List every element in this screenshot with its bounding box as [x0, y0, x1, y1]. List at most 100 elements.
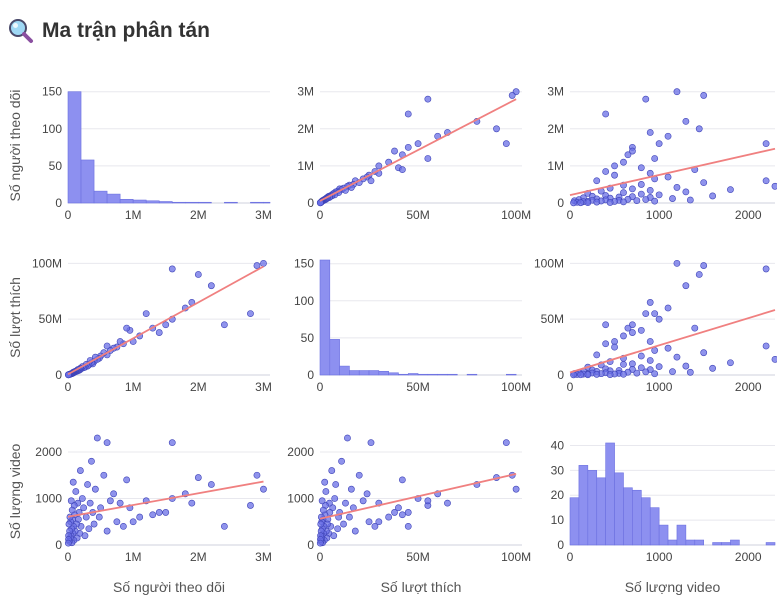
scatter-point — [322, 488, 330, 495]
scatter-point — [646, 357, 654, 364]
scatter-point — [651, 155, 659, 162]
y-tick-label: 0 — [55, 196, 62, 210]
scatter-point — [606, 371, 614, 378]
trend-line — [67, 480, 264, 518]
scatter-point — [637, 326, 645, 334]
histogram-bar — [506, 373, 517, 376]
cell-videos-vs-likes — [316, 434, 522, 547]
y-tick-label: 100 — [42, 122, 62, 136]
page-title: Ma trận phân tán — [42, 19, 211, 42]
x-tick-label: 0 — [567, 550, 574, 564]
scatter-point — [363, 490, 371, 498]
scatter-point — [673, 353, 681, 361]
y-tick-label: 2000 — [35, 445, 62, 459]
scatter-point — [762, 177, 770, 185]
scatter-point — [260, 485, 267, 493]
histogram-bar — [132, 199, 147, 204]
scatter-point — [695, 271, 703, 278]
scatter-point — [624, 324, 632, 332]
histogram-bar — [398, 373, 409, 376]
histogram-bar — [224, 201, 238, 204]
scatter-point — [669, 195, 676, 202]
histogram-bar — [106, 193, 121, 204]
histogram-bar — [407, 373, 419, 376]
x-tick-label: 100M — [501, 380, 531, 394]
scatter-point — [194, 271, 202, 278]
scatter-point — [493, 125, 500, 133]
scatter-point — [69, 478, 77, 486]
scatter-point — [633, 369, 641, 377]
scatter-point — [355, 471, 363, 479]
scatter-point — [64, 539, 72, 547]
scatter-point — [351, 527, 359, 535]
scatter-point — [316, 539, 324, 547]
scatter-point — [620, 360, 627, 368]
scatter-point — [100, 471, 108, 479]
scatter-point — [691, 324, 699, 332]
x-tick-label: 50M — [406, 550, 429, 564]
scatter-point — [342, 499, 349, 507]
scatter-point — [637, 364, 645, 372]
title-bar: Ma trận phân tán — [8, 14, 210, 48]
scatter-point — [655, 363, 663, 371]
scatter-point — [664, 344, 672, 352]
histogram-bar — [623, 487, 633, 546]
x-tick-label: 0 — [317, 550, 324, 564]
scatter-point — [682, 362, 690, 370]
scatter-point — [162, 321, 170, 329]
scatter-point — [332, 481, 340, 488]
histogram-bar — [569, 497, 580, 546]
scatter-point — [103, 527, 111, 535]
histogram-bar — [667, 539, 678, 546]
histogram-bar — [349, 370, 360, 376]
x-tick-label: 2000 — [735, 380, 762, 394]
scatter-point — [673, 259, 681, 267]
scatter-point — [628, 321, 636, 329]
x-tick-label: 1000 — [646, 208, 673, 222]
scatter-point — [682, 188, 690, 196]
scatter-point — [606, 199, 614, 206]
scatter-point — [365, 518, 373, 526]
x-tick-label: 0 — [65, 550, 72, 564]
cell-likes-vs-likes — [319, 259, 522, 376]
scatter-point — [385, 513, 393, 521]
scatter-point — [207, 481, 215, 488]
scatter-point — [90, 520, 98, 528]
scatter-point — [727, 359, 734, 367]
histogram-bar — [67, 91, 82, 204]
histogram-bar — [649, 507, 660, 546]
scatter-point — [593, 351, 601, 359]
scatter-point — [129, 518, 137, 526]
scatter-point — [584, 371, 592, 379]
scatter-point — [404, 522, 412, 530]
scatter-point — [593, 198, 601, 206]
x-tick-label: 1000 — [646, 550, 673, 564]
scatter-point — [762, 342, 770, 350]
scatter-point — [84, 481, 91, 488]
scatter-point — [424, 155, 432, 162]
scatter-point — [611, 343, 618, 351]
scatter-point — [188, 499, 196, 507]
scatter-point — [508, 92, 516, 99]
scatter-point — [646, 338, 654, 345]
scatter-point — [95, 513, 103, 521]
histogram-bar — [596, 477, 606, 546]
histogram-bar — [263, 201, 271, 204]
scatter-point — [220, 522, 228, 530]
histogram-bar — [319, 259, 331, 376]
scatter-point — [624, 151, 632, 159]
histogram-bar — [466, 373, 478, 376]
y-tick-label: 10 — [551, 513, 565, 527]
histogram-bar — [632, 489, 642, 546]
histogram-bar — [587, 470, 598, 546]
scatter-point — [247, 310, 254, 317]
y-tick-label: 0 — [307, 538, 314, 552]
histogram-bar — [605, 442, 615, 546]
scatter-point — [669, 368, 676, 376]
y-axis-label: Số lượng video — [7, 443, 23, 539]
scatter-point — [110, 490, 118, 498]
cell-followers-vs-likes — [316, 88, 522, 207]
trend-line — [319, 98, 517, 202]
scatter-point — [253, 471, 261, 479]
